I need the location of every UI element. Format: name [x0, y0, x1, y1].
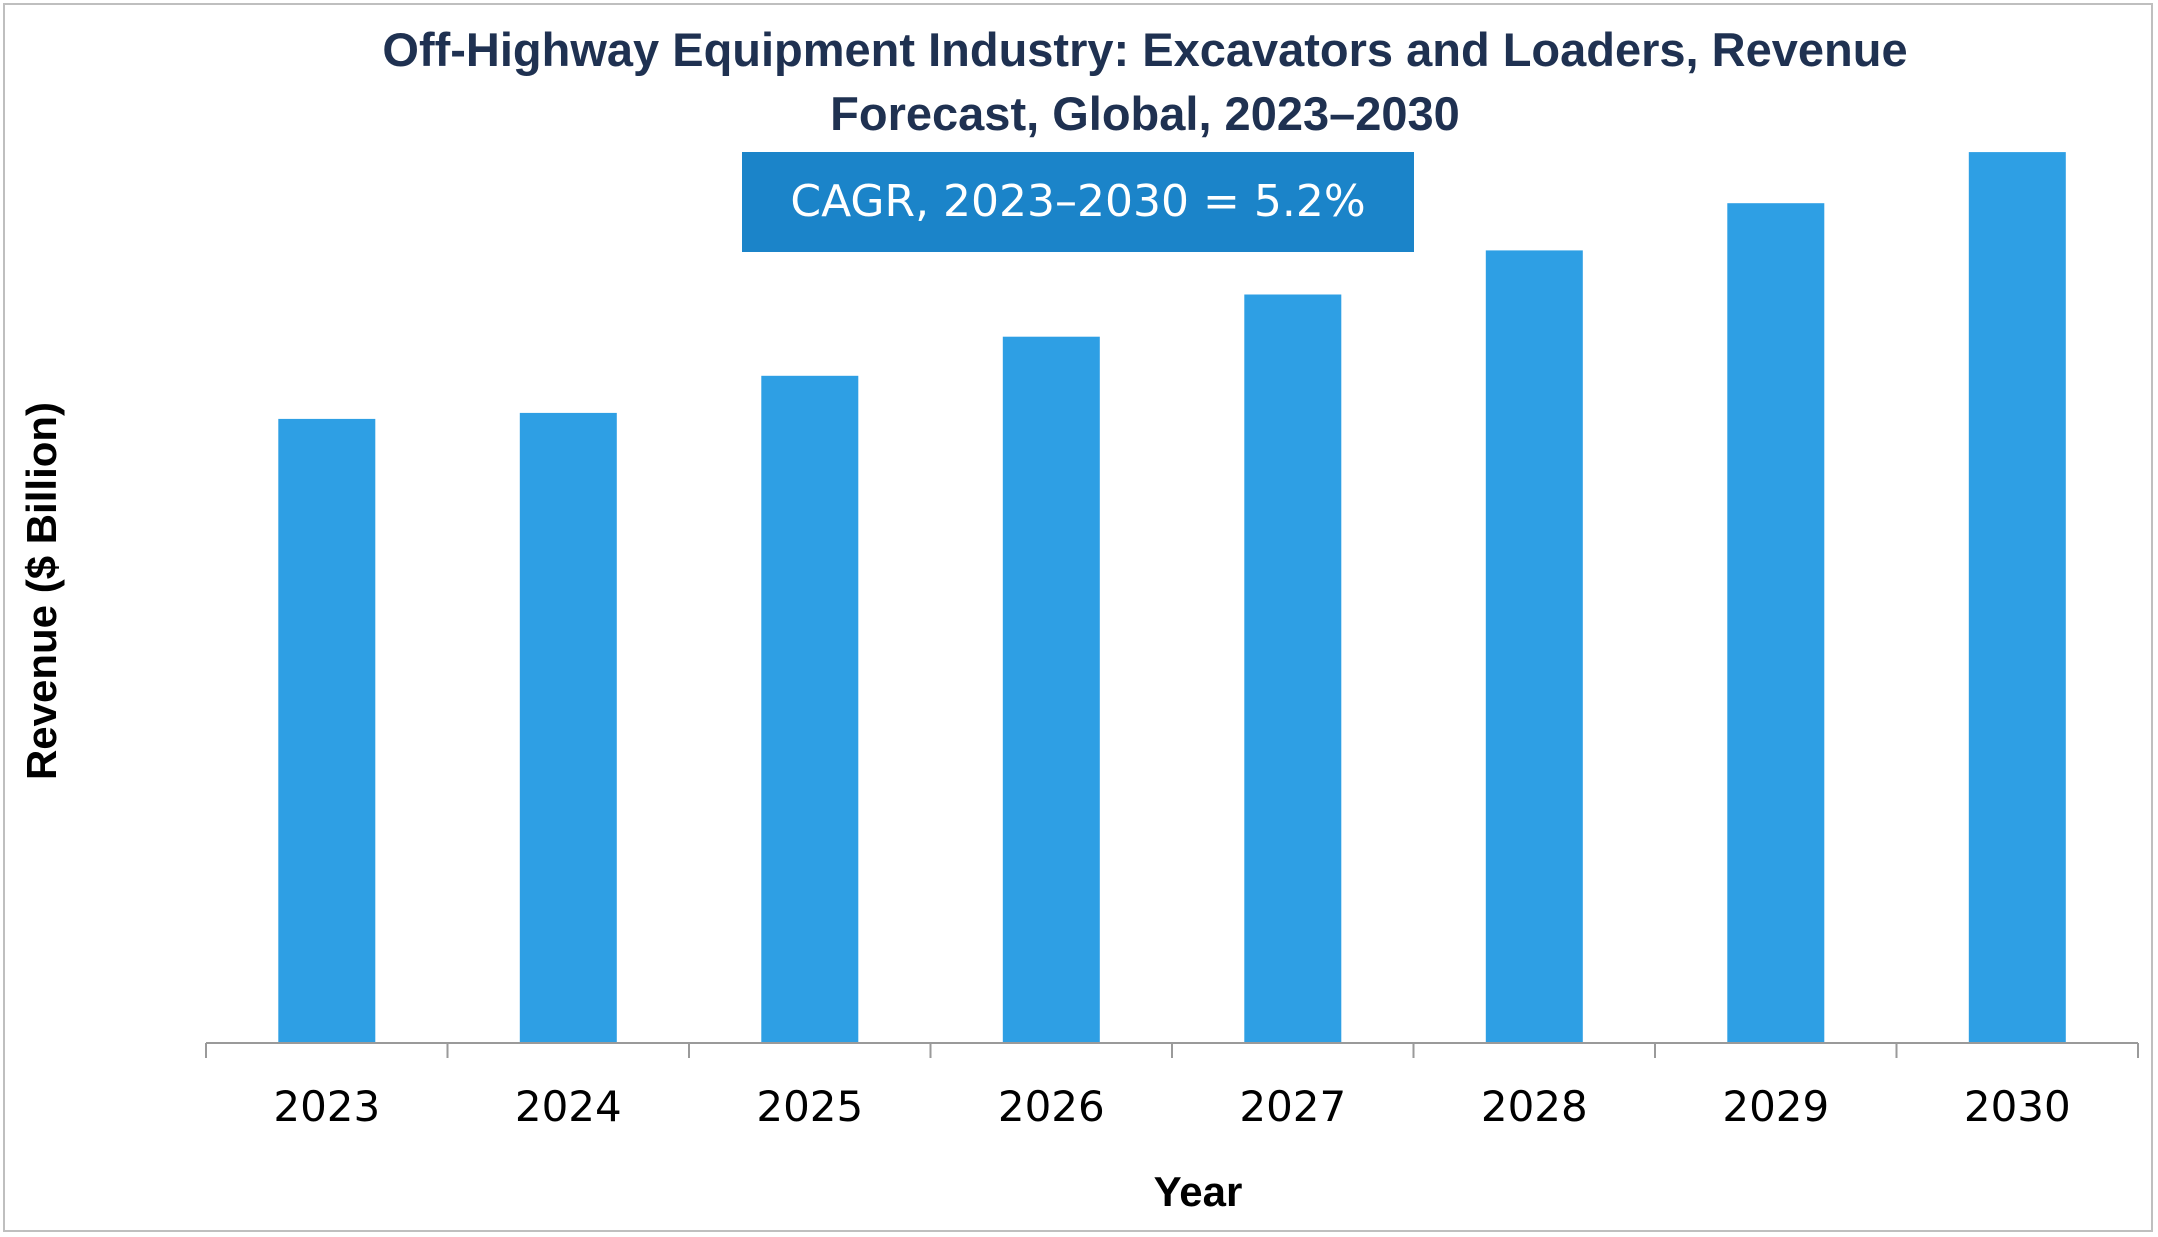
bar-2026	[1002, 336, 1100, 1043]
chart-frame	[3, 3, 2153, 1232]
x-axis-title: Year	[1153, 1168, 1243, 1215]
cagr-annotation: CAGR, 2023–2030 = 5.2%	[742, 152, 1414, 252]
bar-2030	[1968, 152, 2066, 1044]
y-axis-title: Revenue ($ Billion)	[18, 401, 65, 781]
x-tick-label-2028: 2028	[1481, 1082, 1588, 1131]
bar-2028	[1485, 250, 1583, 1043]
x-tick-label-2030: 2030	[1964, 1082, 2071, 1131]
bar-2025	[761, 375, 859, 1043]
bar-2024	[519, 412, 617, 1043]
bar-group	[278, 152, 2066, 1044]
x-tick-label-2025: 2025	[756, 1082, 863, 1131]
x-tick-label-2026: 2026	[998, 1082, 1105, 1131]
x-tick-label-2029: 2029	[1722, 1082, 1829, 1131]
x-tick-label-2024: 2024	[515, 1082, 622, 1131]
bar-2023	[278, 418, 376, 1043]
x-tick-label-2027: 2027	[1239, 1082, 1346, 1131]
chart-title: Off-Highway Equipment Industry: Excavato…	[382, 23, 1908, 140]
x-tick-label-2023: 2023	[273, 1082, 380, 1131]
bar-2029	[1727, 203, 1825, 1043]
x-tick-labels: 2023 2024 2025 2026 2027 2028 2029 2030	[273, 1082, 2070, 1131]
x-axis	[205, 1042, 2139, 1058]
bar-2027	[1244, 294, 1342, 1043]
